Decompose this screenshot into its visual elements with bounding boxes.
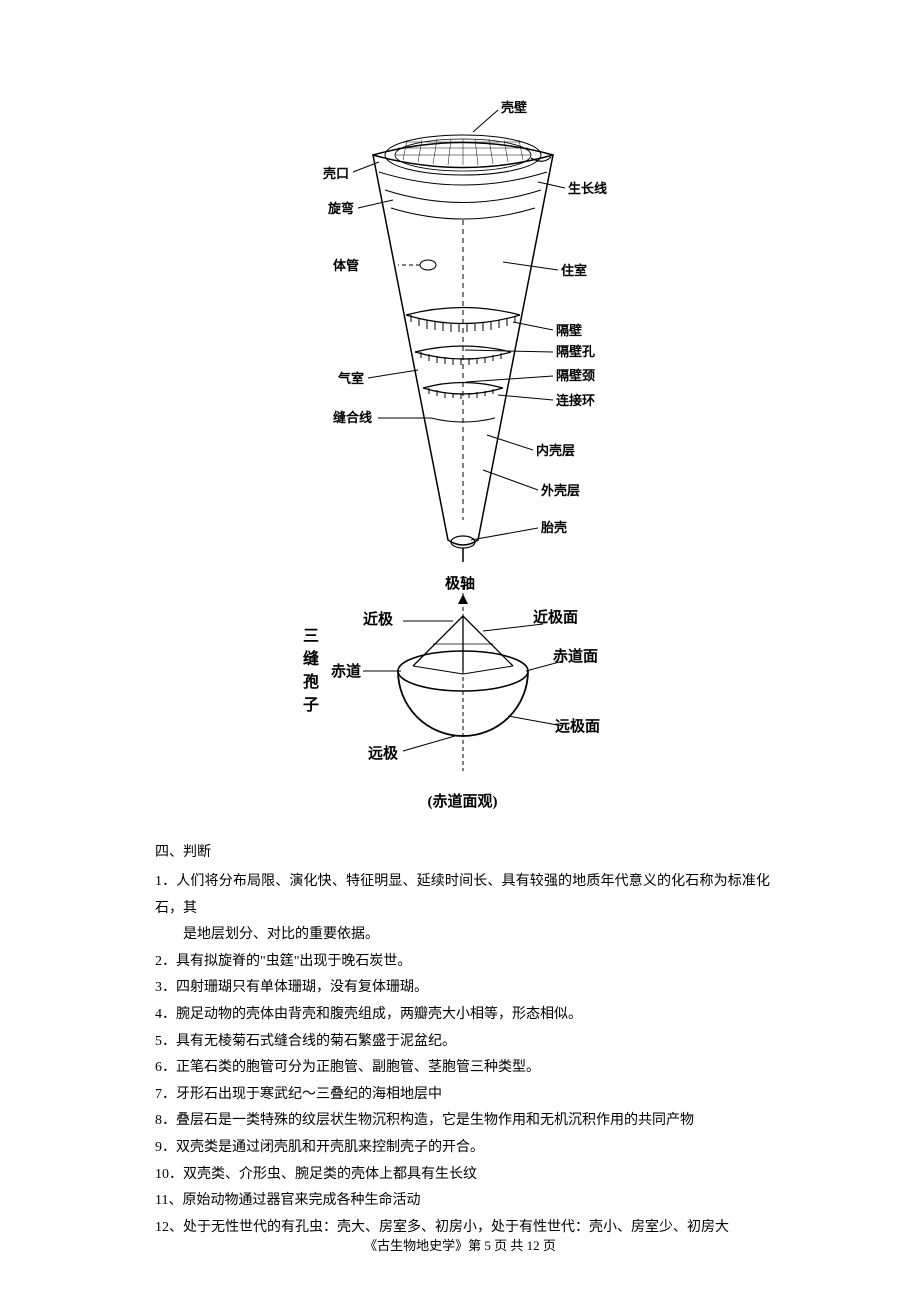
spore-caption: (赤道面观) xyxy=(428,790,498,811)
label-inner-shell: 内壳层 xyxy=(536,443,575,458)
spore-side-label-2: 缝 xyxy=(303,649,319,668)
label-septum: 隔壁 xyxy=(556,323,582,338)
spore-side-label-3: 孢 xyxy=(303,672,319,691)
label-equatorial-face: 赤道面 xyxy=(553,647,598,665)
item-8: 8．叠层石是一类特殊的纹层状生物沉积构造，它是生物作用和无机沉积作用的共同产物 xyxy=(155,1108,770,1135)
footer-total: 12 xyxy=(527,1238,540,1253)
diagrams-container: 壳壁 壳口 旋弯 生长线 体管 住室 隔壁 隔壁孔 气室 隔壁颈 缝合线 连接环… xyxy=(155,100,770,811)
item-1: 1．人们将分布局限、演化快、特征明显、延续时间长、具有较强的地质年代意义的化石称… xyxy=(155,869,770,922)
label-living-chamber: 住室 xyxy=(561,263,587,278)
item-9: 9．双壳类是通过闭壳肌和开壳肌来控制壳子的开合。 xyxy=(155,1135,770,1162)
item-4: 4．腕足动物的壳体由背壳和腹壳组成，两瓣壳大小相等，形态相似。 xyxy=(155,1002,770,1029)
item-7: 7．牙形石出现于寒武纪～三叠纪的海相地层中 xyxy=(155,1082,770,1109)
label-shell-wall: 壳壁 xyxy=(500,100,527,115)
item-3: 3．四射珊瑚只有单体珊瑚，没有复体珊瑚。 xyxy=(155,975,770,1002)
label-proximal-face: 近极面 xyxy=(533,608,578,626)
label-septal-neck: 隔壁颈 xyxy=(556,368,595,383)
item-11: 11、原始动物通过器官来完成各种生命活动 xyxy=(155,1188,770,1215)
page-footer: 《古生物地史学》第 5 页 共 12 页 xyxy=(0,1235,920,1254)
item-10: 10．双壳类、介形虫、腕足类的壳体上都具有生长纹 xyxy=(155,1162,770,1189)
label-polar-axis: 极轴 xyxy=(445,576,475,592)
label-distal-face: 远极面 xyxy=(555,717,600,735)
spore-side-label-1: 三 xyxy=(303,628,319,645)
footer-suffix: 页 xyxy=(540,1238,556,1253)
footer-mid: 页 共 xyxy=(491,1238,527,1253)
section-title: 四、判断 xyxy=(155,841,770,861)
label-siphuncle: 体管 xyxy=(333,258,359,273)
judgment-section: 四、判断 1．人们将分布局限、演化快、特征明显、延续时间长、具有较强的地质年代意… xyxy=(155,841,770,1241)
label-connecting-ring: 连接环 xyxy=(556,393,595,408)
label-curve: 旋弯 xyxy=(327,201,354,216)
label-gas-chamber: 气室 xyxy=(338,371,364,386)
label-distal: 远极 xyxy=(368,744,399,762)
label-suture: 缝合线 xyxy=(333,410,372,425)
label-growth-line: 生长线 xyxy=(568,181,607,196)
spore-diagram: 三 缝 孢 子 极轴 近极 近极面 赤道 xyxy=(283,576,643,786)
label-proximal: 近极 xyxy=(363,610,394,628)
footer-prefix: 《古生物地史学》第 xyxy=(364,1238,484,1253)
label-outer-shell: 外壳层 xyxy=(540,483,580,498)
spore-side-label-4: 子 xyxy=(303,696,319,714)
label-protoconch: 胎壳 xyxy=(541,520,567,535)
page-content: 壳壁 壳口 旋弯 生长线 体管 住室 隔壁 隔壁孔 气室 隔壁颈 缝合线 连接环… xyxy=(0,0,920,1281)
nautiloid-diagram: 壳壁 壳口 旋弯 生长线 体管 住室 隔壁 隔壁孔 气室 隔壁颈 缝合线 连接环… xyxy=(303,100,623,570)
label-septal-foramen: 隔壁孔 xyxy=(556,344,595,359)
label-equator: 赤道 xyxy=(331,662,361,680)
label-aperture: 壳口 xyxy=(322,166,349,181)
item-5: 5．具有无棱菊石式缝合线的菊石繁盛于泥盆纪。 xyxy=(155,1029,770,1056)
item-2: 2．具有拟旋脊的"虫筳"出现于晚石炭世。 xyxy=(155,949,770,976)
item-1-cont: 是地层划分、对比的重要依据。 xyxy=(155,922,770,949)
item-6: 6．正笔石类的胞管可分为正胞管、副胞管、茎胞管三种类型。 xyxy=(155,1055,770,1082)
